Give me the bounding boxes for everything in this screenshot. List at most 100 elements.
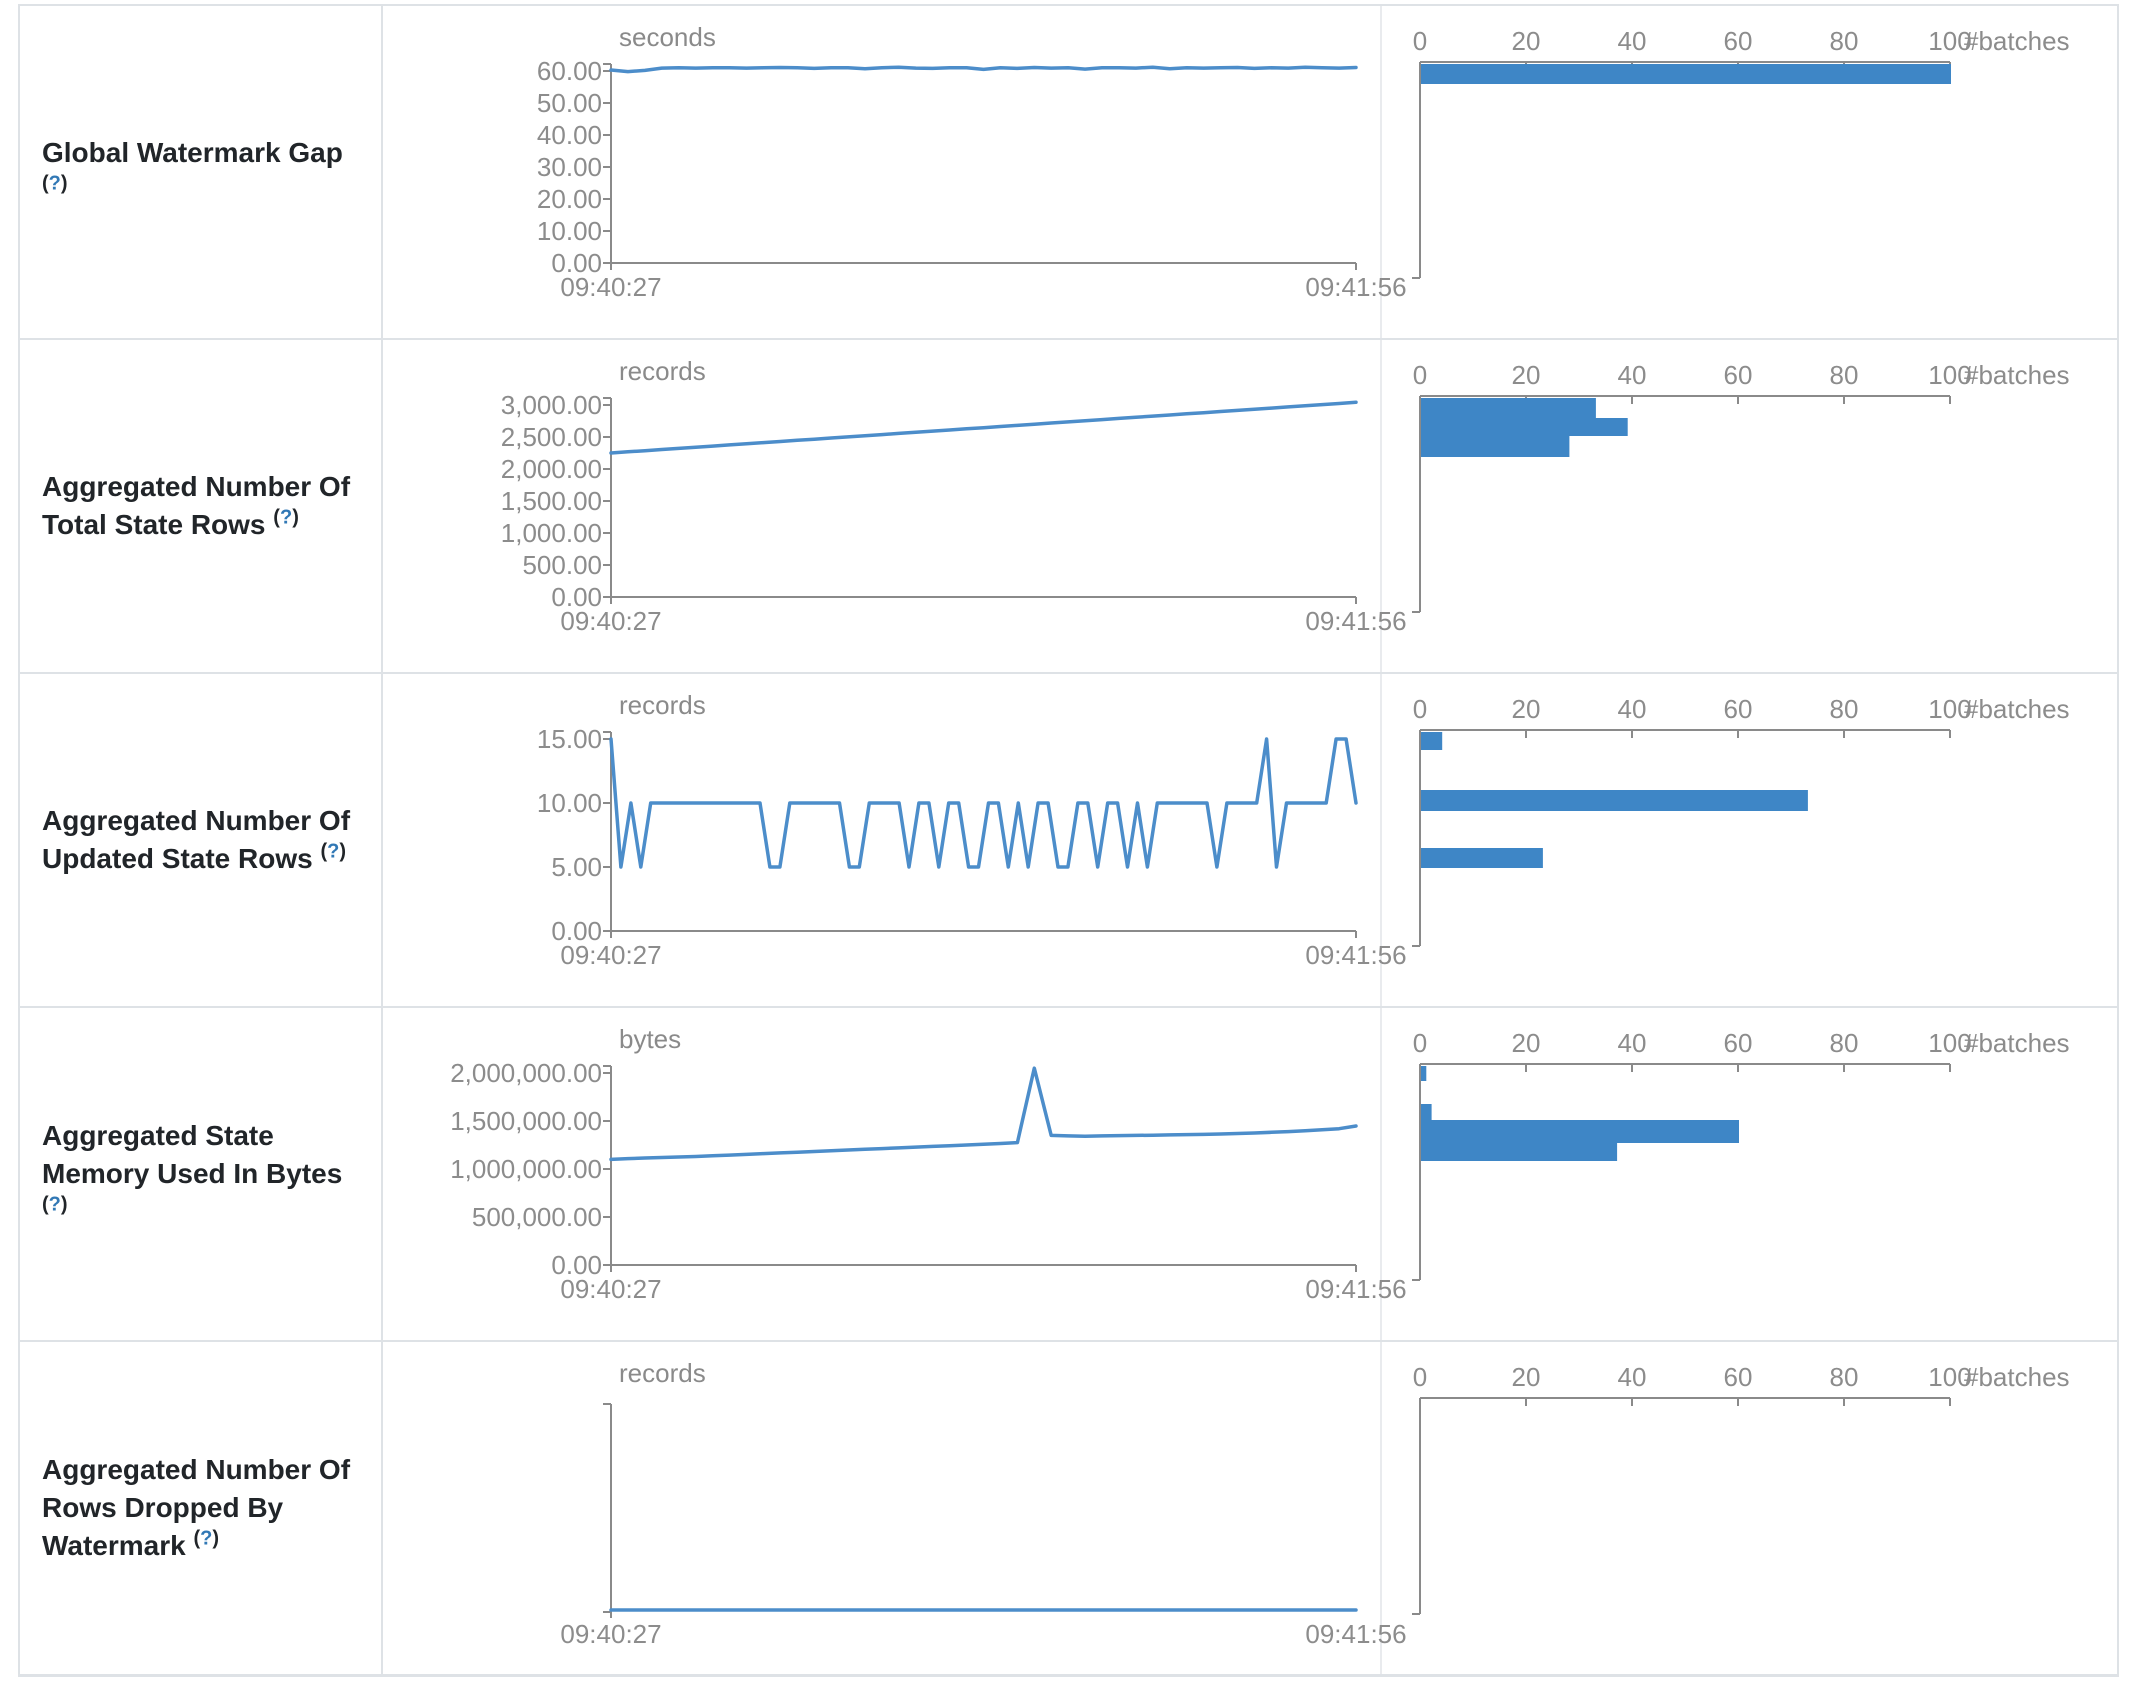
metric-label-cell: Global Watermark Gap (?) <box>20 6 383 338</box>
histogram-bar <box>1421 1066 1427 1081</box>
metric-row: Aggregated Number Of Rows Dropped By Wat… <box>20 1340 2117 1674</box>
metric-label-text: Aggregated Number Of Total State Rows <box>42 471 351 540</box>
svg-text:100: 100 <box>1928 1362 1971 1392</box>
help-question-icon[interactable]: ? <box>48 1193 61 1216</box>
svg-text:09:40:27: 09:40:27 <box>560 1274 661 1304</box>
svg-text:09:41:56: 09:41:56 <box>1305 1619 1406 1649</box>
svg-text:500,000.00: 500,000.00 <box>472 1202 602 1232</box>
svg-text:#batches: #batches <box>1964 360 2070 390</box>
help-question-icon[interactable]: ? <box>200 1527 213 1550</box>
svg-text:60: 60 <box>1724 360 1753 390</box>
svg-text:100: 100 <box>1928 694 1971 724</box>
svg-text:20: 20 <box>1512 694 1541 724</box>
svg-text:40: 40 <box>1618 26 1647 56</box>
streaming-metrics-table: Global Watermark Gap (?) seconds 60.00 50.… <box>18 4 2119 1677</box>
metric-label-cell: Aggregated Number Of Updated State Rows … <box>20 674 383 1006</box>
metric-row: Aggregated Number Of Total State Rows (?… <box>20 338 2117 672</box>
help-paren-close: ) <box>60 172 68 195</box>
timeline-chart: seconds 60.0050.0040.0030.0020.0010.000.0… <box>537 22 1407 302</box>
histogram-chart-cell: 0 20 40 60 80 100 #batches <box>1382 340 2117 672</box>
svg-text:60.00: 60.00 <box>537 56 602 86</box>
svg-text:50.00: 50.00 <box>537 88 602 118</box>
metric-label-cell: Aggregated State Memory Used In Bytes (?… <box>20 1008 383 1340</box>
svg-text:0.00: 0.00 <box>551 1250 602 1280</box>
metric-label-text: Aggregated Number Of Updated State Rows <box>42 805 351 874</box>
histogram-bar <box>1421 848 1543 868</box>
help-question-icon[interactable]: ? <box>48 172 61 195</box>
svg-text:40: 40 <box>1618 1028 1647 1058</box>
svg-text:2,000.00: 2,000.00 <box>501 454 602 484</box>
svg-text:09:40:27: 09:40:27 <box>560 606 661 636</box>
histogram-bar <box>1421 436 1570 457</box>
timeline-chart: records 09:40:27 09:41:56 <box>560 1358 1406 1649</box>
help-paren-open: ( <box>42 172 49 195</box>
svg-text:09:41:56: 09:41:56 <box>1305 606 1406 636</box>
svg-text:records: records <box>619 690 706 720</box>
timeline-chart: bytes 2,000,000.00 1,500,000.00 1,000,000.0… <box>450 1024 1406 1304</box>
svg-text:seconds: seconds <box>619 22 716 52</box>
help-link[interactable]: (?) <box>42 1194 68 1216</box>
svg-text:3,000.00: 3,000.00 <box>501 390 602 420</box>
metric-label-cell: Aggregated Number Of Rows Dropped By Wat… <box>20 1342 383 1674</box>
help-paren-open: ( <box>193 1527 201 1550</box>
svg-text:5.00: 5.00 <box>551 852 602 882</box>
svg-text:80: 80 <box>1830 1362 1859 1392</box>
svg-text:500.00: 500.00 <box>522 550 602 580</box>
help-question-icon[interactable]: ? <box>279 506 293 529</box>
help-link[interactable]: (?) <box>273 507 299 529</box>
svg-text:0: 0 <box>1413 694 1427 724</box>
svg-text:0: 0 <box>1413 1362 1427 1392</box>
histogram-chart-cell: 0 20 40 60 80 100 #batches <box>1382 1342 2117 1674</box>
svg-text:100: 100 <box>1928 26 1971 56</box>
help-paren-open: ( <box>273 506 280 529</box>
svg-text:09:41:56: 09:41:56 <box>1305 1274 1406 1304</box>
svg-text:09:40:27: 09:40:27 <box>560 272 661 302</box>
timeline-chart-cell: records 3,000.00 2,500.00 2,000.00 1,500.00 1… <box>383 340 1407 672</box>
svg-text:09:41:56: 09:41:56 <box>1305 272 1406 302</box>
svg-text:0: 0 <box>1413 360 1427 390</box>
metric-label: Aggregated State Memory Used In Bytes (?… <box>42 1117 342 1231</box>
metric-label: Aggregated Number Of Total State Rows (?… <box>42 468 350 544</box>
svg-text:100: 100 <box>1928 1028 1971 1058</box>
histogram-chart: 0 20 40 60 80 100#batches <box>1412 1028 2070 1281</box>
metric-label-text: Global Watermark Gap <box>42 137 343 168</box>
help-link[interactable]: (?) <box>42 173 68 195</box>
svg-text:80: 80 <box>1830 26 1859 56</box>
svg-text:#batches: #batches <box>1964 1028 2070 1058</box>
histogram-chart-cell: 0 20 40 60 80 100 #batches <box>1382 674 2117 1006</box>
svg-text:#batches: #batches <box>1964 26 2070 56</box>
svg-text:1,500.00: 1,500.00 <box>501 486 602 516</box>
help-link[interactable]: (?) <box>320 841 346 863</box>
help-paren-open: ( <box>42 1193 49 1216</box>
histogram-bar <box>1421 1104 1432 1120</box>
svg-text:60: 60 <box>1724 26 1753 56</box>
metric-label: Aggregated Number Of Rows Dropped By Wat… <box>42 1451 350 1565</box>
svg-text:1,000,000.00: 1,000,000.00 <box>450 1154 602 1184</box>
svg-text:80: 80 <box>1830 360 1859 390</box>
metric-label-text: Aggregated State Memory Used In Bytes <box>42 1120 343 1189</box>
svg-text:40.00: 40.00 <box>537 120 602 150</box>
help-paren-close: ) <box>60 1193 68 1216</box>
histogram-chart-cell: 0 20 40 60 80 100 #batches <box>1382 1008 2117 1340</box>
histogram-chart: 0 20 40 60 80 100#batches <box>1412 26 2070 279</box>
metric-label-cell: Aggregated Number Of Total State Rows (?… <box>20 340 383 672</box>
svg-text:80: 80 <box>1830 694 1859 724</box>
help-question-icon[interactable]: ? <box>327 840 340 863</box>
svg-text:0.00: 0.00 <box>551 916 602 946</box>
svg-text:09:41:56: 09:41:56 <box>1305 940 1406 970</box>
histogram-chart: 0 20 40 60 80 100#batches <box>1412 1362 2070 1615</box>
timeline-chart-cell: records 09:40:27 09:41:56 <box>383 1342 1407 1674</box>
svg-text:40: 40 <box>1618 360 1647 390</box>
histogram-bar <box>1421 732 1443 750</box>
svg-text:09:40:27: 09:40:27 <box>560 1619 661 1649</box>
help-link[interactable]: (?) <box>193 1528 219 1550</box>
histogram-bar <box>1421 790 1808 811</box>
svg-text:60: 60 <box>1724 1028 1753 1058</box>
svg-text:1,500,000.00: 1,500,000.00 <box>450 1106 602 1136</box>
histogram-bar <box>1421 398 1596 418</box>
metric-row: Aggregated Number Of Updated State Rows … <box>20 672 2117 1006</box>
timeline-chart: records 3,000.002,500.002,000.001,500.001… <box>501 356 1407 636</box>
metric-label: Global Watermark Gap (?) <box>42 134 343 210</box>
svg-text:60: 60 <box>1724 694 1753 724</box>
